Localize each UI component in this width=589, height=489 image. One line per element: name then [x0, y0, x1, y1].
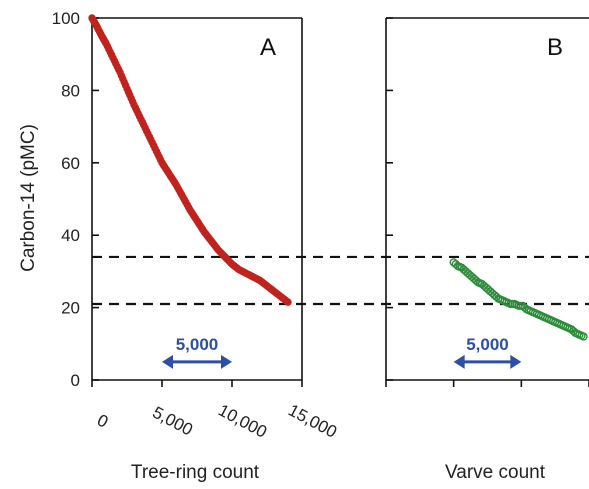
data-point-a [284, 298, 292, 306]
x-tick-label: 15,000 [285, 401, 340, 442]
span-label-a: 5,000 [176, 335, 219, 354]
x-tick-label: 0 [94, 411, 111, 432]
y-tick-label: 40 [61, 226, 80, 245]
span-arrowhead-left-b [453, 354, 465, 369]
span-arrowhead-right-a [221, 354, 232, 369]
y-axis-title: Carbon-14 (pMC) [18, 124, 39, 272]
panel-a: 0 20 40 60 80 100 0 5,000 10,000 15,000 A 5,000 Tree… [52, 9, 340, 483]
panel-letter-a: A [260, 34, 276, 61]
panel-letter-b: B [547, 34, 563, 61]
data-point-b [579, 332, 588, 341]
x-axis-title-b: Varve count [445, 462, 546, 483]
y-tick-label: 100 [52, 9, 80, 28]
y-tick-label: 0 [71, 371, 80, 390]
panel-b: B 5,000 Varve count [385, 17, 589, 483]
y-tick-label: 60 [61, 154, 80, 173]
x-tick-label: 10,000 [215, 401, 270, 442]
y-tick-label: 20 [61, 299, 80, 318]
x-axis-title-a: Tree-ring count [131, 462, 260, 483]
x-tick-label: 5,000 [149, 403, 195, 440]
y-tick-label: 80 [61, 81, 80, 100]
reference-lines [92, 255, 589, 306]
span-arrowhead-left-a [162, 354, 173, 369]
span-arrowhead-right-b [510, 354, 522, 369]
span-label-b: 5,000 [466, 335, 509, 354]
